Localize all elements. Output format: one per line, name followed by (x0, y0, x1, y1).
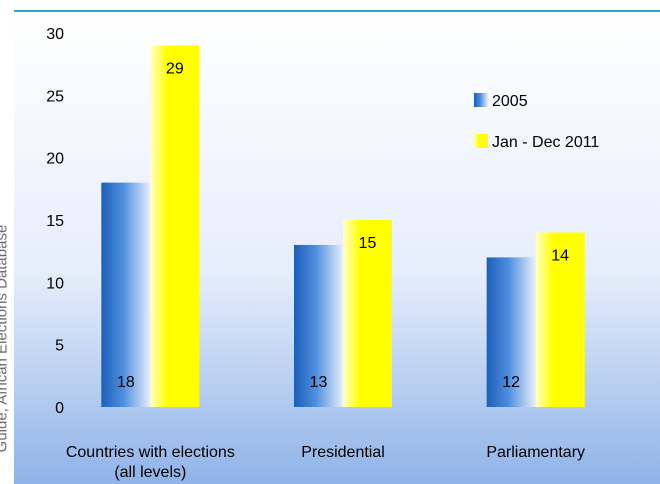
y-tick-label: 30 (46, 26, 64, 43)
legend-swatch (474, 93, 488, 107)
legend: 2005 Jan - Dec 2011 (474, 93, 599, 151)
data-label: 18 (117, 374, 135, 391)
category-label: Countries with elections (66, 444, 235, 461)
y-tick-label: 25 (46, 88, 64, 105)
bar-series-2 (343, 220, 392, 407)
legend-label: Jan - Dec 2011 (492, 134, 599, 151)
y-tick-label: 5 (55, 338, 64, 355)
y-tick-label: 0 (55, 400, 64, 417)
data-label: 15 (359, 235, 377, 252)
bar-series-1 (101, 182, 151, 407)
bar-series-1 (486, 257, 536, 407)
x-axis: Countries with elections (all levels) Pres… (66, 444, 585, 481)
category-label: Parliamentary (486, 444, 585, 461)
data-label: 13 (310, 374, 328, 391)
y-axis: 0 5 10 15 20 25 30 (46, 26, 64, 417)
top-accent-rule (14, 10, 660, 12)
y-tick-label: 10 (46, 275, 64, 292)
data-label: 12 (502, 374, 520, 391)
legend-label: 2005 (492, 93, 528, 110)
data-label: 14 (551, 247, 569, 264)
y-tick-label: 15 (46, 213, 64, 230)
data-labels: 18 29 13 15 12 14 (117, 60, 569, 391)
bars (101, 45, 585, 407)
bar-series-2 (535, 232, 585, 407)
category-label: (all levels) (114, 464, 186, 481)
category-label: Presidential (301, 444, 385, 461)
data-label: 29 (166, 60, 184, 77)
bar-series-1 (294, 244, 343, 407)
y-tick-label: 20 (46, 151, 64, 168)
bar-series-2 (150, 45, 200, 407)
legend-swatch (474, 134, 488, 148)
